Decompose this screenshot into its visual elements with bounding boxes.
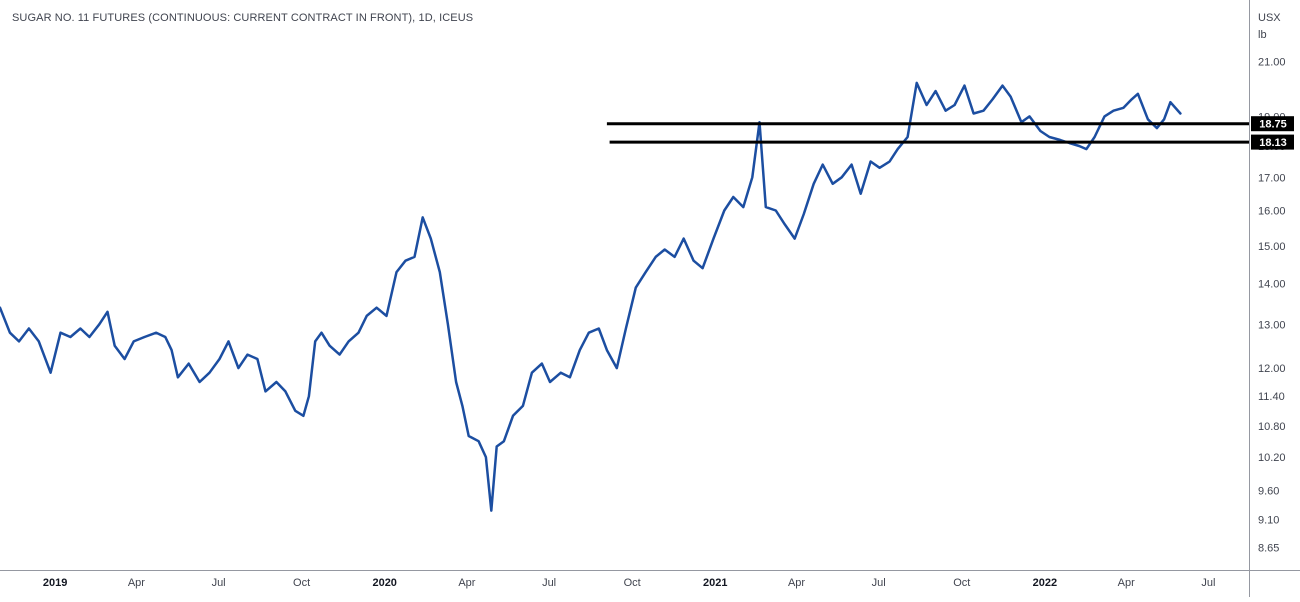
x-tick-label: Oct xyxy=(624,577,641,589)
x-tick-label: Jul xyxy=(1201,577,1215,589)
y-tick-label: 14.00 xyxy=(1258,279,1286,291)
x-tick-label: Apr xyxy=(128,577,145,589)
price-series-line xyxy=(0,81,1182,512)
x-tick-label: 2022 xyxy=(1033,577,1057,589)
y-tick-label: 21.00 xyxy=(1258,57,1286,69)
y-axis-ticks: 8.65 9.10 9.60 10.20 10.80 11.40 12.00 13.00 14.… xyxy=(1258,57,1286,555)
x-tick-label: Apr xyxy=(458,577,475,589)
y-tick-label: 8.65 xyxy=(1258,542,1279,554)
y-tick-label: 10.20 xyxy=(1258,452,1286,464)
level-price-label: 18.13 xyxy=(1259,137,1287,149)
level-price-label: 18.75 xyxy=(1259,119,1287,131)
level-price-badge xyxy=(1251,134,1294,150)
y-tick-label: 12.00 xyxy=(1258,363,1286,375)
x-tick-label: Jul xyxy=(542,577,556,589)
y-tick-label: 9.60 xyxy=(1258,485,1279,497)
series-layer xyxy=(0,81,1182,512)
y-tick-label: 15.00 xyxy=(1258,241,1286,253)
x-tick-label: Apr xyxy=(1118,577,1135,589)
level-price-badge xyxy=(1251,116,1294,132)
plot-background xyxy=(0,0,1249,570)
x-tick-label: Apr xyxy=(788,577,805,589)
annotation-layer: 18.75 18.13 xyxy=(606,116,1294,150)
y-tick-label: 11.40 xyxy=(1258,391,1285,403)
chart-title: SUGAR NO. 11 FUTURES (CONTINUOUS: CURREN… xyxy=(12,12,474,24)
x-tick-label: Oct xyxy=(953,577,970,589)
y-tick-label: 13.00 xyxy=(1258,319,1286,331)
x-tick-label: 2020 xyxy=(372,577,396,589)
y-axis-currency-label: USX xyxy=(1258,12,1281,24)
x-tick-label: 2021 xyxy=(703,577,727,589)
x-axis-ticks: 2019 Apr Jul Oct 2020 Apr Jul Oct 2021 Apr Jul Oct 2… xyxy=(43,577,1216,589)
x-tick-label: Jul xyxy=(212,577,226,589)
x-tick-label: Oct xyxy=(293,577,310,589)
x-tick-label: Jul xyxy=(872,577,886,589)
y-tick-label: 10.80 xyxy=(1258,421,1286,433)
y-axis-unit-label: lb xyxy=(1258,29,1267,41)
x-tick-label: 2019 xyxy=(43,577,67,589)
y-tick-label: 16.00 xyxy=(1258,206,1286,218)
y-tick-label: 17.00 xyxy=(1258,172,1286,184)
y-tick-label: 9.10 xyxy=(1258,515,1279,527)
